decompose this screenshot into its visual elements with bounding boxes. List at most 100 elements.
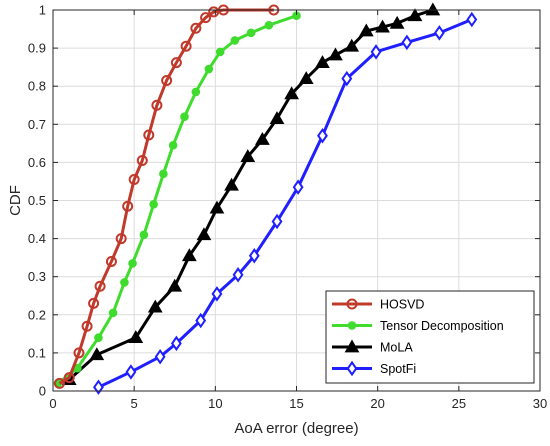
data-point-hosvd bbox=[180, 40, 192, 52]
legend-marker-hosvd bbox=[346, 298, 358, 310]
data-point-hosvd bbox=[151, 99, 163, 111]
data-point-spotfi bbox=[248, 248, 260, 264]
legend-marker-tensor-decomposition bbox=[347, 321, 357, 330]
y-tick-label: 0.4 bbox=[28, 231, 46, 246]
data-point-hosvd bbox=[53, 377, 65, 389]
legend-label-tensor-decomposition: Tensor Decomposition bbox=[380, 319, 504, 333]
x-tick-label: 30 bbox=[533, 396, 547, 411]
data-point-spotfi bbox=[93, 379, 104, 395]
legend-label-mola: MoLA bbox=[380, 341, 413, 355]
y-tick-label: 0 bbox=[39, 384, 46, 399]
data-point-spotfi bbox=[170, 335, 182, 352]
data-point-tensor-decomposition bbox=[168, 140, 178, 150]
y-tick-label: 1 bbox=[39, 3, 46, 18]
data-point-mola bbox=[389, 15, 405, 29]
x-axis-label: AoA error (degree) bbox=[234, 420, 358, 437]
data-point-mola bbox=[89, 347, 105, 361]
data-point-spotfi bbox=[195, 312, 207, 329]
x-tick-label: 25 bbox=[452, 396, 466, 411]
data-point-hosvd bbox=[200, 12, 212, 24]
data-point-tensor-decomposition bbox=[204, 64, 214, 74]
data-point-mola bbox=[209, 200, 225, 214]
data-point-mola bbox=[269, 111, 285, 124]
data-point-mola bbox=[344, 38, 360, 52]
y-tick-label: 0.5 bbox=[28, 193, 46, 208]
data-point-mola bbox=[224, 177, 239, 191]
data-point-hosvd bbox=[105, 255, 117, 267]
legend-label-spotfi: SpotFi bbox=[380, 362, 416, 376]
y-tick-label: 0.6 bbox=[28, 155, 46, 170]
data-point-spotfi bbox=[271, 213, 283, 230]
data-point-mola bbox=[240, 149, 256, 163]
data-point-hosvd bbox=[161, 74, 173, 86]
data-point-spotfi bbox=[125, 364, 137, 380]
y-tick-label: 0.1 bbox=[28, 345, 46, 360]
data-point-spotfi bbox=[433, 25, 445, 41]
data-point-mola bbox=[425, 2, 441, 16]
data-point-mola bbox=[298, 71, 314, 84]
data-point-spotfi bbox=[341, 70, 353, 87]
data-point-mola bbox=[284, 86, 299, 100]
data-point-spotfi bbox=[232, 267, 244, 283]
data-point-hosvd bbox=[208, 6, 220, 18]
data-point-tensor-decomposition bbox=[120, 278, 129, 287]
data-point-tensor-decomposition bbox=[230, 36, 240, 45]
data-point-mola bbox=[181, 248, 197, 262]
y-tick-label: 0.8 bbox=[28, 79, 46, 94]
data-point-hosvd bbox=[63, 372, 75, 384]
data-point-hosvd bbox=[94, 280, 106, 292]
data-point-hosvd bbox=[190, 22, 202, 34]
data-point-mola bbox=[328, 47, 343, 61]
series-layer bbox=[53, 2, 478, 395]
series-hosvd bbox=[53, 4, 280, 389]
data-point-tensor-decomposition bbox=[159, 169, 168, 179]
data-point-hosvd bbox=[88, 297, 100, 309]
data-point-hosvd bbox=[122, 200, 134, 212]
data-point-mola bbox=[147, 299, 163, 313]
x-tick-label: 10 bbox=[208, 396, 222, 411]
data-point-mola bbox=[167, 278, 183, 292]
x-tick-label: 0 bbox=[49, 396, 56, 411]
data-point-mola bbox=[128, 330, 144, 344]
data-point-hosvd bbox=[143, 129, 155, 141]
data-point-spotfi bbox=[317, 127, 328, 144]
series-spotfi bbox=[93, 11, 478, 395]
series-mola bbox=[61, 2, 441, 385]
y-tick-label: 0.2 bbox=[28, 307, 46, 322]
data-point-spotfi bbox=[370, 44, 382, 60]
data-point-hosvd bbox=[81, 320, 93, 332]
data-point-mola bbox=[315, 55, 330, 68]
data-point-tensor-decomposition bbox=[180, 112, 189, 121]
data-point-spotfi bbox=[466, 11, 478, 28]
data-point-mola bbox=[358, 23, 374, 37]
data-point-tensor-decomposition bbox=[191, 87, 201, 97]
data-point-hosvd bbox=[170, 57, 182, 69]
data-point-spotfi bbox=[154, 348, 166, 365]
legend: HOSVD Tensor Decomposition MoLA SpotFi bbox=[325, 290, 535, 384]
data-point-hosvd bbox=[73, 347, 85, 359]
y-tick-label: 0.9 bbox=[28, 41, 46, 56]
axis-ticks: 0 5 10 15 20 25 30 0 0.1 0.2 0.3 0.4 0.5 0.6 0.7 0.8 0.9… bbox=[28, 3, 547, 412]
legend-marker-mola bbox=[344, 339, 360, 353]
data-point-hosvd bbox=[128, 174, 140, 186]
data-point-hosvd bbox=[115, 233, 127, 245]
data-point-mola bbox=[375, 19, 390, 33]
data-point-tensor-decomposition bbox=[246, 28, 256, 38]
series-line-mola bbox=[68, 8, 434, 381]
data-point-mola bbox=[196, 227, 212, 241]
series-tensor-decomposition bbox=[53, 11, 301, 388]
data-point-tensor-decomposition bbox=[94, 333, 103, 342]
data-point-tensor-decomposition bbox=[264, 20, 274, 30]
y-tick-label: 0.7 bbox=[28, 117, 46, 132]
data-point-mola bbox=[407, 8, 423, 22]
data-point-tensor-decomposition bbox=[215, 47, 225, 57]
data-point-spotfi bbox=[401, 34, 413, 51]
x-tick-label: 15 bbox=[289, 396, 303, 411]
data-point-hosvd bbox=[136, 154, 148, 166]
series-line-spotfi bbox=[97, 18, 473, 389]
y-axis-label: CDF bbox=[7, 185, 24, 216]
legend-marker-spotfi bbox=[346, 360, 358, 377]
data-point-spotfi bbox=[211, 286, 223, 302]
